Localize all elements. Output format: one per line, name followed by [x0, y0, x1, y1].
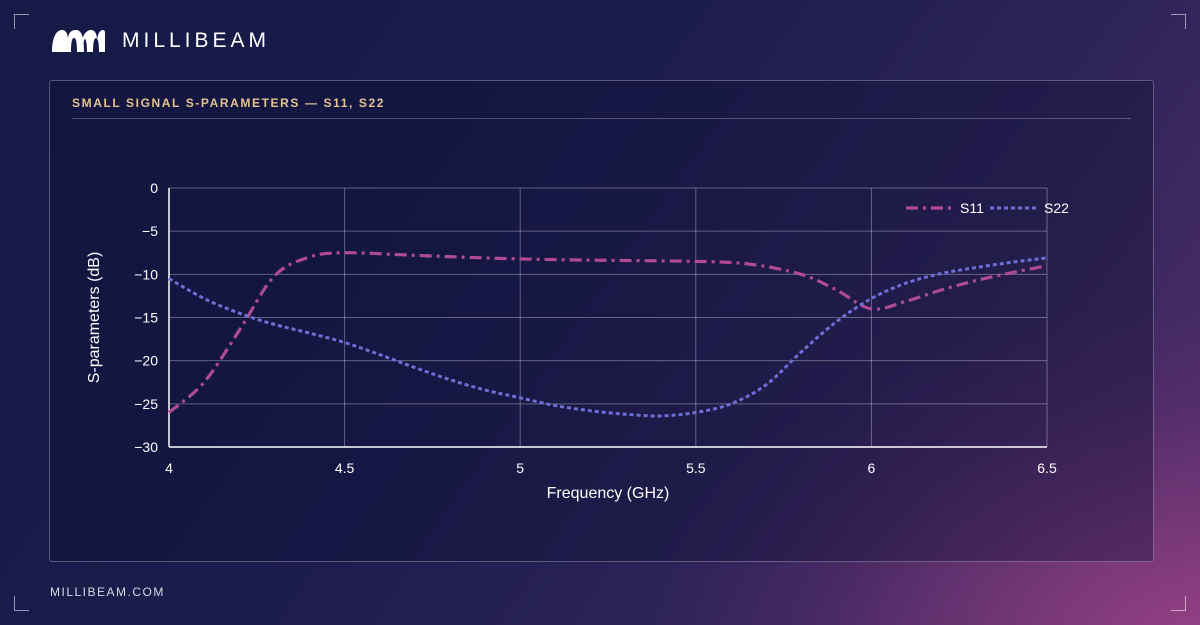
x-tick-label: 4.5 [335, 460, 355, 476]
y-tick-label: −30 [134, 439, 158, 455]
y-tick-label: −10 [134, 266, 158, 282]
footer-url[interactable]: MILLIBEAM.COM [50, 585, 165, 599]
y-axis-title: S-parameters (dB) [86, 252, 103, 384]
y-tick-label: −20 [134, 353, 158, 369]
x-tick-label: 5.5 [686, 460, 706, 476]
frame-corner-top-left [14, 14, 29, 29]
y-tick-label: −15 [134, 310, 158, 326]
y-tick-label: 0 [150, 180, 158, 196]
panel-title: SMALL SIGNAL S-PARAMETERS — S11, S22 [72, 96, 385, 110]
x-axis-title: Frequency (GHz) [547, 485, 670, 502]
x-tick-label: 4 [165, 460, 173, 476]
panel-divider [72, 118, 1131, 119]
y-tick-label: −25 [134, 396, 158, 412]
series-line-s11 [167, 251, 1048, 414]
millibeam-logo-icon [50, 28, 106, 54]
x-tick-label: 6 [868, 460, 876, 476]
frame-corner-top-right [1171, 14, 1186, 29]
legend-label-s22: S22 [1044, 200, 1069, 216]
brand: MILLIBEAM [50, 28, 270, 54]
y-tick-label: −5 [142, 223, 158, 239]
legend-label-s11: S11 [960, 200, 984, 216]
brand-name: MILLIBEAM [122, 29, 271, 52]
frame-corner-bottom-left [14, 596, 29, 611]
series-line-s22 [168, 256, 1048, 418]
x-tick-label: 6.5 [1037, 460, 1057, 476]
x-tick-label: 5 [516, 460, 524, 476]
chart-panel: SMALL SIGNAL S-PARAMETERS — S11, S22 [49, 80, 1154, 562]
frame-corner-bottom-right [1171, 596, 1186, 611]
